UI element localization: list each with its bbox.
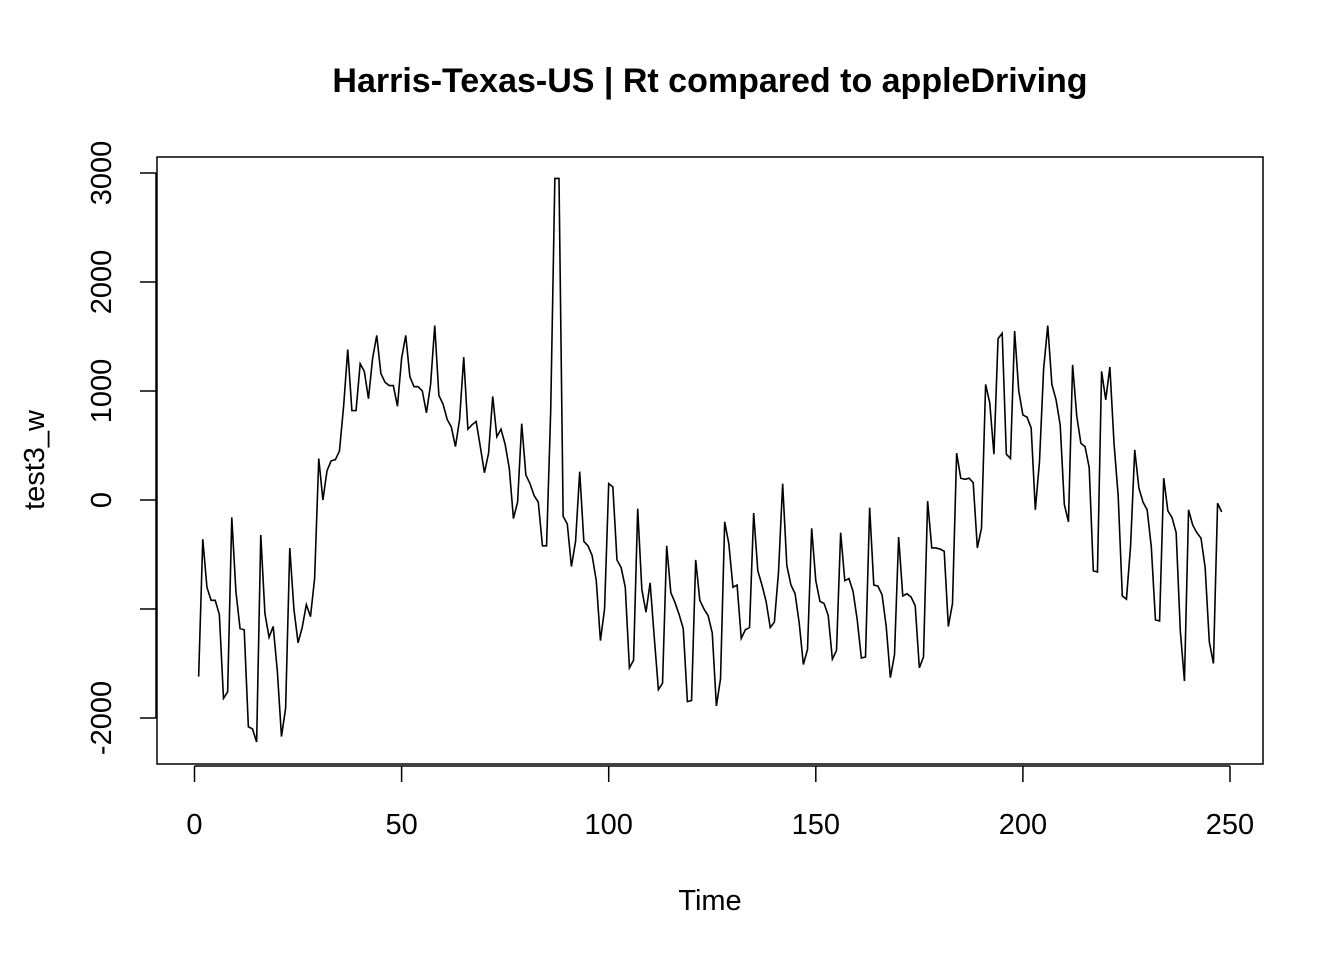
y-tick-label: 2000 bbox=[86, 250, 118, 315]
y-tick-label: -2000 bbox=[86, 681, 118, 755]
y-tick-label: 1000 bbox=[86, 359, 118, 424]
x-tick-label: 50 bbox=[385, 809, 417, 841]
x-tick-label: 150 bbox=[792, 809, 840, 841]
series-line bbox=[197, 177, 1223, 743]
chart-title: Harris-Texas-US | Rt compared to appleDr… bbox=[332, 62, 1087, 100]
y-axis-label: test3_w bbox=[19, 409, 51, 510]
y-axis: -2000 0 1000 2000 3000 bbox=[86, 141, 157, 755]
x-axis-label: Time bbox=[678, 885, 741, 917]
plot-frame bbox=[156, 156, 1264, 765]
x-axis: 0 50 100 150 200 250 bbox=[186, 765, 1254, 841]
y-tick-label: 3000 bbox=[86, 141, 118, 206]
x-tick-label: 100 bbox=[585, 809, 633, 841]
x-tick-label: 250 bbox=[1206, 809, 1254, 841]
x-tick-label: 0 bbox=[186, 809, 202, 841]
series-group bbox=[197, 177, 1223, 743]
x-tick-label: 200 bbox=[999, 809, 1047, 841]
y-tick-label: 0 bbox=[86, 492, 118, 508]
